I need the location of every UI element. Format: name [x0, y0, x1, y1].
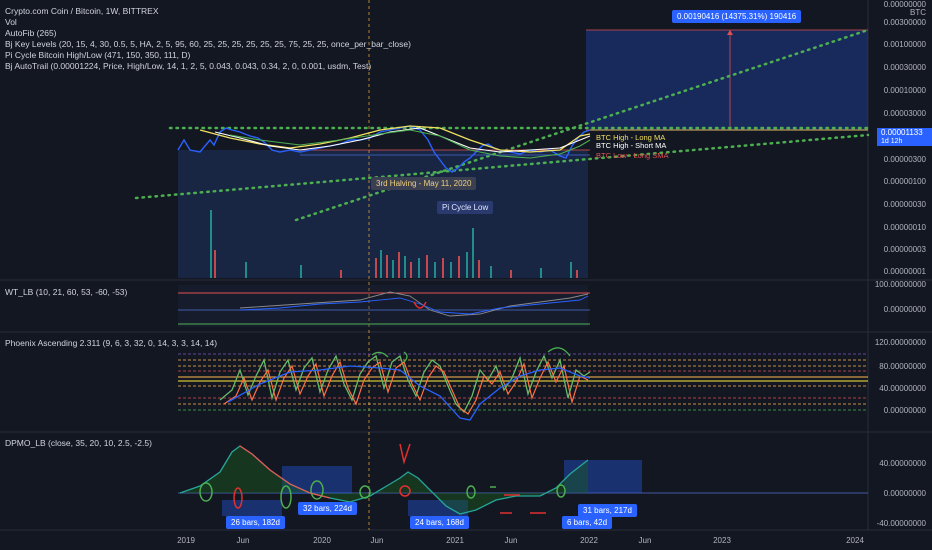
currency-label: BTC [910, 8, 926, 17]
phoenix-axis-label[interactable]: 40.00000000 [879, 384, 926, 393]
indicator-autotrail[interactable]: Bj AutoTrail (0.00001224, Price, High/Lo… [5, 61, 372, 71]
bar-tag: 26 bars, 182d [226, 516, 285, 529]
bar-tag: 6 bars, 42d [562, 516, 613, 529]
price-axis-label[interactable]: 0.00000003 [883, 245, 926, 254]
indicator-autofib[interactable]: AutoFib (265) [5, 28, 57, 38]
price-axis-label[interactable]: 0.00300000 [883, 18, 926, 27]
time-axis-label[interactable]: 2023 [713, 536, 731, 545]
current-price: 0.00001133 [881, 128, 923, 137]
phoenix-legend: Phoenix Ascending 2.311 (9, 6, 3, 32, 0,… [5, 338, 217, 349]
price-axis-label[interactable]: 0.00010000 [883, 86, 926, 95]
btc-low-long-label: BTC Low - Long SMA [596, 151, 669, 160]
price-axis-label[interactable]: 0.00030000 [883, 63, 926, 72]
price-axis-label[interactable]: 0.00003000 [883, 109, 926, 118]
indicator-key-levels[interactable]: Bj Key Levels (20, 15, 4, 30, 0.5, 5, HA… [5, 39, 411, 49]
bar-tag: 32 bars, 224d [298, 502, 357, 515]
phoenix-title[interactable]: Phoenix Ascending 2.311 (9, 6, 3, 32, 0,… [5, 338, 218, 348]
time-axis-label[interactable]: Jun [236, 536, 250, 545]
price-axis-label[interactable]: 0.00000100 [883, 177, 926, 186]
wt-axis-label[interactable]: 100.00000000 [874, 280, 926, 289]
price-axis-label[interactable]: 0.00000300 [883, 155, 926, 164]
phoenix-axis-label[interactable]: 80.00000000 [879, 362, 926, 371]
symbol-title[interactable]: Crypto.com Coin / Bitcoin, 1W, BITTREX [5, 6, 159, 16]
time-axis-label[interactable]: 2024 [846, 536, 864, 545]
price-axis-label[interactable]: 0.00000001 [883, 267, 926, 276]
current-price-badge: 0.00001133 1d 12h [877, 128, 932, 146]
long-ma [199, 125, 591, 153]
time-axis-label[interactable]: 2022 [580, 536, 598, 545]
price-axis-label[interactable]: 0.00000030 [883, 200, 926, 209]
indicator-vol[interactable]: Vol [5, 17, 17, 27]
dpmo-title[interactable]: DPMO_LB (close, 35, 20, 10, 2.5, -2.5) [5, 438, 152, 448]
volume-bars [210, 210, 578, 278]
halving-label: 3rd Halving - May 11, 2020 [371, 177, 477, 190]
bar-tag: 24 bars, 168d [410, 516, 469, 529]
sma-green [229, 129, 591, 159]
measure-box [586, 30, 868, 130]
time-axis-label[interactable]: 2020 [313, 536, 331, 545]
measure-label: 0.00190416 (14375.31%) 190416 [672, 10, 802, 23]
time-axis-label[interactable]: Jun [638, 536, 652, 545]
phoenix-axis-label[interactable]: 120.00000000 [874, 338, 926, 347]
wt-title[interactable]: WT_LB (10, 21, 60, 53, -60, -53) [5, 287, 128, 297]
indicator-pi-cycle[interactable]: Pi Cycle Bitcoin High/Low (471, 150, 350… [5, 50, 191, 60]
time-axis-label[interactable]: Jun [370, 536, 384, 545]
dpmo-legend: DPMO_LB (close, 35, 20, 10, 2.5, -2.5) [5, 438, 152, 449]
pi-cycle-low-label: Pi Cycle Low [437, 201, 494, 214]
wt-axis-label[interactable]: 0.00000000 [883, 305, 926, 314]
dpmo-axis-label[interactable]: -40.00000000 [876, 519, 926, 528]
btc-high-labels: BTC High - Long MA BTC High - Short MA [596, 134, 666, 150]
bar-tag: 31 bars, 217d [578, 504, 637, 517]
price-line [177, 125, 591, 173]
dpmo-axis-label[interactable]: 40.00000000 [879, 459, 926, 468]
price-axis-label[interactable]: 0.00000000 [883, 0, 926, 9]
time-axis-label[interactable]: 2021 [446, 536, 464, 545]
btc-high-long-label: BTC High - Long MA [596, 133, 666, 142]
price-axis-label[interactable]: 0.00100000 [883, 40, 926, 49]
short-ma [214, 127, 591, 153]
btc-high-short-label: BTC High - Short MA [596, 141, 667, 150]
wt-legend: WT_LB (10, 21, 60, 53, -60, -53) [5, 287, 127, 298]
time-axis-label[interactable]: 2019 [177, 536, 195, 545]
dpmo-axis-label[interactable]: 0.00000000 [883, 489, 926, 498]
main-legend: Crypto.com Coin / Bitcoin, 1W, BITTREX V… [5, 6, 411, 72]
price-axis-label[interactable]: 0.00000010 [883, 223, 926, 232]
current-price-countdown: 1d 12h [881, 138, 903, 145]
historical-range-box [178, 150, 588, 278]
phoenix-axis-label[interactable]: 0.00000000 [883, 406, 926, 415]
time-axis-label[interactable]: Jun [504, 536, 518, 545]
